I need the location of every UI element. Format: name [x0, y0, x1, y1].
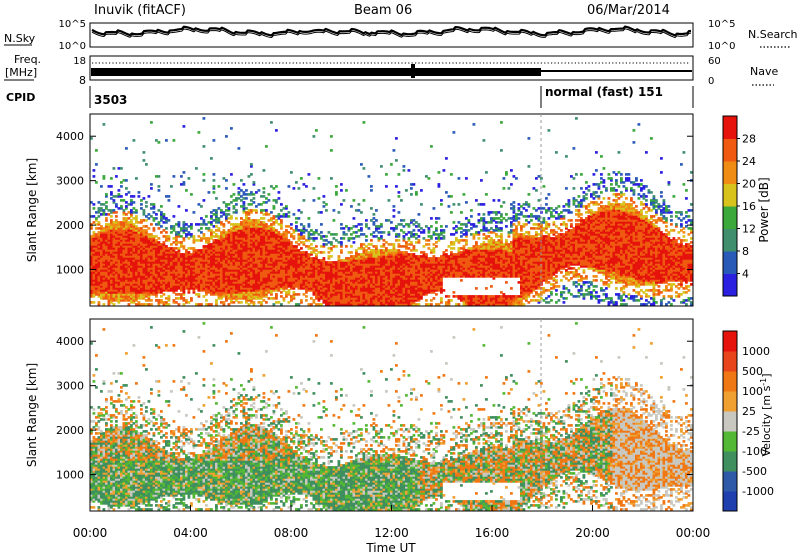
power-colorbar: 4 8 12 16 20 24 28 [723, 116, 756, 297]
nave-label: Nave [750, 65, 778, 78]
colorbar-swatch [723, 251, 737, 274]
colorbar-tick: 16 [742, 200, 756, 213]
colorbar-tick: 1000 [742, 345, 770, 358]
colorbar-tick: 20 [742, 178, 756, 191]
velocity-panel: 1000 2000 3000 4000 00:00 04:00 08:00 12:00 16:… [25, 319, 710, 554]
nsearch-tick-bottom: 10^0 [708, 41, 735, 52]
xtick-label: 16:00 [475, 526, 510, 540]
time-axis-label: Time UT [365, 541, 416, 554]
cpid-mode: normal (fast) 151 [545, 85, 663, 99]
power-panel: 1000 2000 3000 4000 Slant Range [km] [25, 114, 693, 306]
colorbar-tick: 25 [742, 405, 756, 418]
colorbar-swatch [723, 491, 737, 512]
colorbar-tick: -500 [742, 465, 767, 478]
colorbar-tick: -1000 [742, 485, 774, 498]
ytick-label: 2000 [56, 424, 84, 437]
colorbar-swatch [723, 431, 737, 452]
cpid-row: CPID 3503 normal (fast) 151 [6, 85, 693, 108]
velocity-colorbar-label: Velocity [m s-1] [759, 373, 773, 456]
xtick-label: 20:00 [575, 526, 610, 540]
cpid-value: 3503 [94, 93, 127, 107]
xtick-label: 00:00 [73, 526, 108, 540]
colorbar-tick: -25 [742, 425, 760, 438]
nave-tick-bottom: 0 [708, 76, 714, 87]
ytick-label: 2000 [56, 219, 84, 232]
xtick-label: 08:00 [274, 526, 309, 540]
colorbar-swatch [723, 274, 737, 297]
freq-tick-bottom: 8 [79, 74, 86, 87]
power-colorbar-label: Power [dB] [757, 177, 771, 242]
xtick-label: 12:00 [374, 526, 409, 540]
colorbar-tick: 24 [742, 155, 756, 168]
nave-tick-top: 60 [708, 56, 721, 67]
colorbar-swatch [723, 116, 737, 139]
ytick-label: 3000 [56, 380, 84, 393]
colorbar-swatch [723, 331, 737, 352]
nsky-tick-top: 10^5 [59, 19, 86, 30]
nsearch-label: N.Search [748, 28, 798, 41]
xtick-label: 00:00 [676, 526, 711, 540]
colorbar-swatch [723, 206, 737, 229]
station-title: Inuvik (fitACF) [94, 3, 186, 18]
colorbar-tick: 4 [742, 268, 749, 281]
freq-unit: [MHz] [5, 66, 37, 79]
colorbar-swatch [723, 451, 737, 472]
colorbar-swatch [723, 371, 737, 392]
ytick-label: 4000 [56, 335, 84, 348]
ytick-label: 4000 [56, 130, 84, 143]
colorbar-swatch [723, 139, 737, 162]
ytick-label: 1000 [56, 469, 84, 482]
cpid-label: CPID [6, 91, 35, 104]
date-title: 06/Mar/2014 [587, 3, 670, 18]
nsky-label: N.Sky [4, 32, 36, 45]
nsky-tick-bottom: 10^0 [59, 41, 86, 52]
freq-trace-fast [91, 68, 541, 76]
colorbar-swatch [723, 391, 737, 412]
colorbar-tick: 8 [742, 245, 749, 258]
colorbar-swatch [723, 161, 737, 184]
velocity-ylabel: Slant Range [km] [25, 363, 39, 467]
ytick-label: 3000 [56, 175, 84, 188]
nsearch-tick-top: 10^5 [708, 19, 735, 30]
beam-title: Beam 06 [354, 3, 412, 18]
colorbar-swatch [723, 184, 737, 207]
power-ylabel: Slant Range [km] [25, 158, 39, 262]
freq-tick-top: 18 [73, 56, 86, 67]
colorbar-swatch [723, 471, 737, 492]
colorbar-tick: 12 [742, 223, 756, 236]
noise-panel: 10^5 10^0 N.Sky 10^5 10^0 N.Search [4, 19, 798, 52]
colorbar-tick: 28 [742, 133, 756, 146]
colorbar-swatch [723, 411, 737, 432]
freq-label: Freq. [14, 53, 41, 66]
colorbar-swatch [723, 351, 737, 372]
freq-panel: 18 8 Freq. [MHz] 60 0 Nave [4, 53, 778, 87]
xtick-label: 04:00 [173, 526, 208, 540]
ytick-label: 1000 [56, 264, 84, 277]
colorbar-swatch [723, 229, 737, 252]
